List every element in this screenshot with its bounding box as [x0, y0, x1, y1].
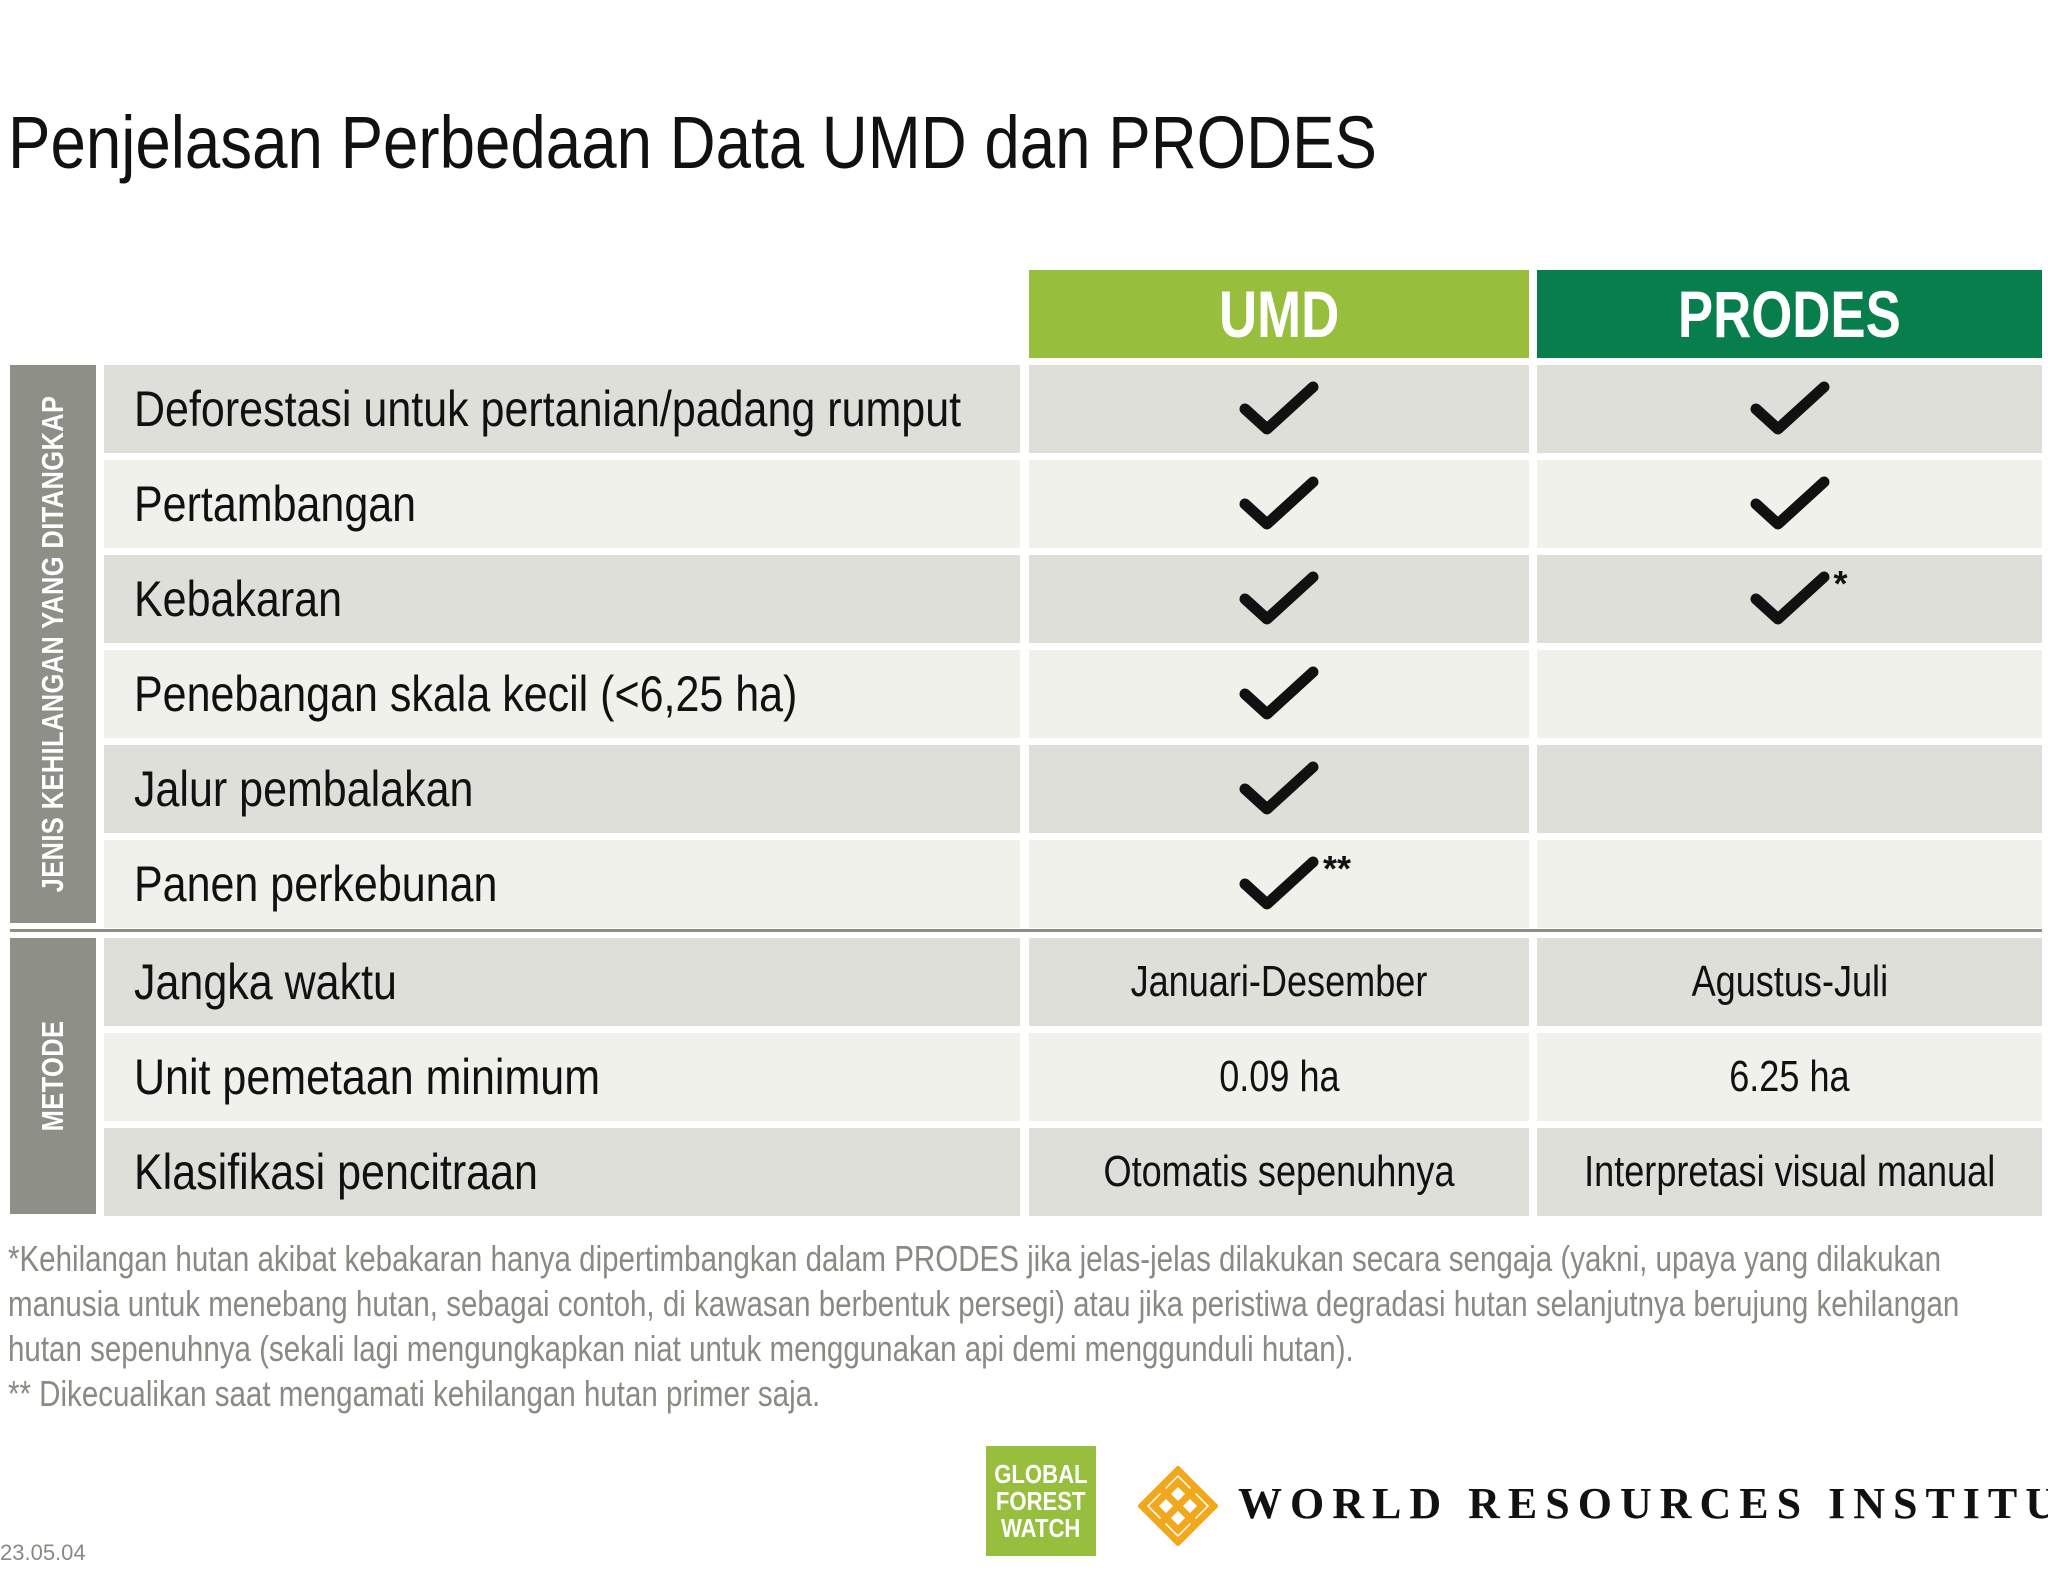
umd-cell [1029, 650, 1529, 738]
date-stamp: 23.05.04 [0, 1540, 86, 1565]
umd-cell [1029, 365, 1529, 453]
prodes-cell [1537, 650, 2042, 738]
umd-value: Otomatis sepenuhnya [1029, 1128, 1529, 1216]
prodes-cell: * [1537, 555, 2042, 643]
checkmark-icon [1239, 476, 1319, 532]
checkmark-icon [1239, 761, 1319, 817]
checkmark-icon [1750, 381, 1830, 437]
umd-cell [1029, 460, 1529, 548]
wri-logo-icon [1138, 1466, 1218, 1546]
footnote-marker: * [1833, 563, 1848, 604]
umd-value: 0.09 ha [1029, 1033, 1529, 1121]
row-label: Panen perkebunan [104, 840, 1020, 928]
row-label: Jalur pembalakan [104, 745, 1020, 833]
row-label: Pertambangan [104, 460, 1020, 548]
umd-cell [1029, 555, 1529, 643]
checkmark-icon [1750, 476, 1830, 532]
checkmark-icon [1239, 666, 1319, 722]
checkmark-icon: ** [1239, 848, 1351, 912]
umd-value: Januari-Desember [1029, 938, 1529, 1026]
row-label: Klasifikasi pencitraan [104, 1128, 1020, 1216]
row-label: Kebakaran [104, 555, 1020, 643]
row-label: Deforestasi untuk pertanian/padang rumpu… [104, 365, 1020, 453]
page-title: Penjelasan Perbedaan Data UMD dan PRODES [8, 101, 1378, 184]
column-header-prodes: PRODES [1537, 270, 2042, 358]
prodes-value: Agustus-Juli [1537, 938, 2042, 1026]
checkmark-icon: * [1750, 563, 1848, 627]
checkmark-icon [1239, 571, 1319, 627]
row-label: Jangka waktu [104, 938, 1020, 1026]
umd-cell: ** [1029, 840, 1529, 928]
section-divider [10, 929, 2042, 932]
prodes-cell [1537, 745, 2042, 833]
footnotes: *Kehilangan hutan akibat kebakaran hanya… [8, 1236, 2038, 1416]
prodes-value: 6.25 ha [1537, 1033, 2042, 1121]
section-label-loss-types: JENIS KEHILANGAN YANG DITANGKAP [10, 365, 96, 923]
prodes-value: Interpretasi visual manual [1537, 1128, 2042, 1216]
global-forest-watch-logo: GLOBAL FOREST WATCH [986, 1446, 1096, 1556]
prodes-cell [1537, 840, 2042, 928]
wri-wordmark: WORLD RESOURCES INSTITUTE [1238, 1479, 2048, 1528]
footnote-fire: *Kehilangan hutan akibat kebakaran hanya… [8, 1238, 1960, 1369]
row-label: Penebangan skala kecil (<6,25 ha) [104, 650, 1020, 738]
footnote-marker: ** [1323, 848, 1352, 889]
column-header-umd: UMD [1029, 270, 1529, 358]
section-label-method: METODE [10, 938, 96, 1214]
prodes-cell [1537, 365, 2042, 453]
footnote-plantation: ** Dikecualikan saat mengamati kehilanga… [8, 1373, 821, 1414]
prodes-cell [1537, 460, 2042, 548]
umd-cell [1029, 745, 1529, 833]
checkmark-icon [1239, 381, 1319, 437]
row-label: Unit pemetaan minimum [104, 1033, 1020, 1121]
